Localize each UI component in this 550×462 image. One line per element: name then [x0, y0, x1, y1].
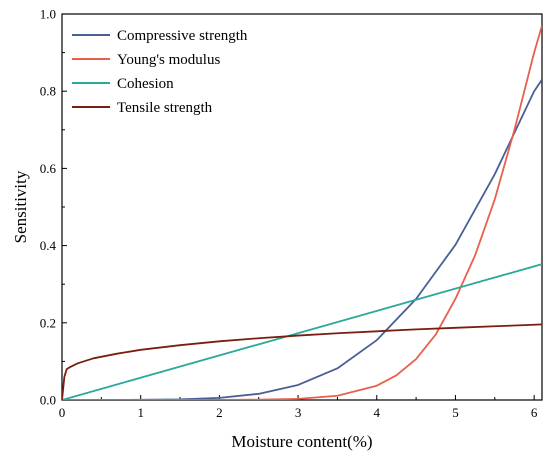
y-tick-label: 1.0: [40, 7, 56, 22]
legend-label-tensile-strength: Tensile strength: [117, 100, 213, 116]
y-tick-label: 0.6: [40, 161, 57, 176]
y-axis-title: Sensitivity: [11, 170, 30, 243]
series-line-young-s-modulus: [62, 25, 542, 400]
plot-frame: [61, 13, 543, 401]
series-line-cohesion: [62, 263, 542, 400]
x-tick-label: 0: [59, 405, 66, 420]
series-line-compressive-strength: [62, 79, 542, 400]
legend-label-young-s-modulus: Young's modulus: [117, 52, 220, 68]
y-tick-label: 0.8: [40, 84, 56, 99]
x-tick-label: 5: [452, 405, 459, 420]
x-tick-label: 1: [137, 405, 144, 420]
x-tick-label: 6: [531, 405, 538, 420]
legend-label-compressive-strength: Compressive strength: [117, 28, 248, 44]
x-tick-label: 3: [295, 405, 302, 420]
legend: Compressive strength Young's modulus Cohes…: [72, 28, 248, 116]
x-axis: 0 1 2 3 4 5 6: [59, 395, 538, 420]
series-lines: [62, 25, 542, 400]
x-tick-label: 4: [374, 405, 381, 420]
y-axis: 0.0 0.2 0.4 0.6 0.8 1.0: [40, 7, 67, 408]
y-tick-label: 0.4: [40, 238, 57, 253]
y-tick-label: 0.2: [40, 315, 56, 330]
y-tick-label: 0.0: [40, 393, 56, 408]
x-axis-title: Moisture content(%): [231, 432, 372, 451]
series-line-tensile-strength: [62, 323, 542, 400]
x-tick-label: 2: [216, 405, 223, 420]
legend-label-cohesion: Cohesion: [117, 76, 174, 92]
